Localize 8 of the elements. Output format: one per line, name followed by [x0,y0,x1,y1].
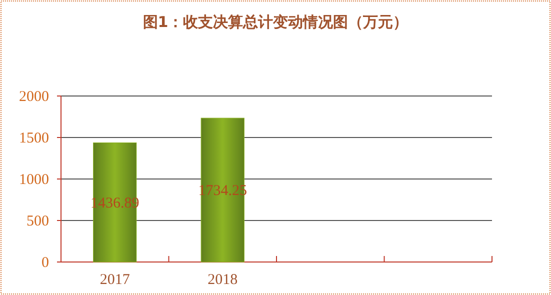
x-tick-label: 2018 [208,272,238,288]
y-tick-label: 2000 [19,89,49,105]
y-tick-label: 1000 [19,172,49,188]
chart-title: 图1：收支决算总计变动情况图（万元） [142,13,408,31]
y-tick-label: 0 [42,255,49,271]
x-tick-label: 2017 [100,272,130,288]
y-tick-label: 1500 [19,130,49,146]
y-tick-label: 500 [26,214,49,230]
